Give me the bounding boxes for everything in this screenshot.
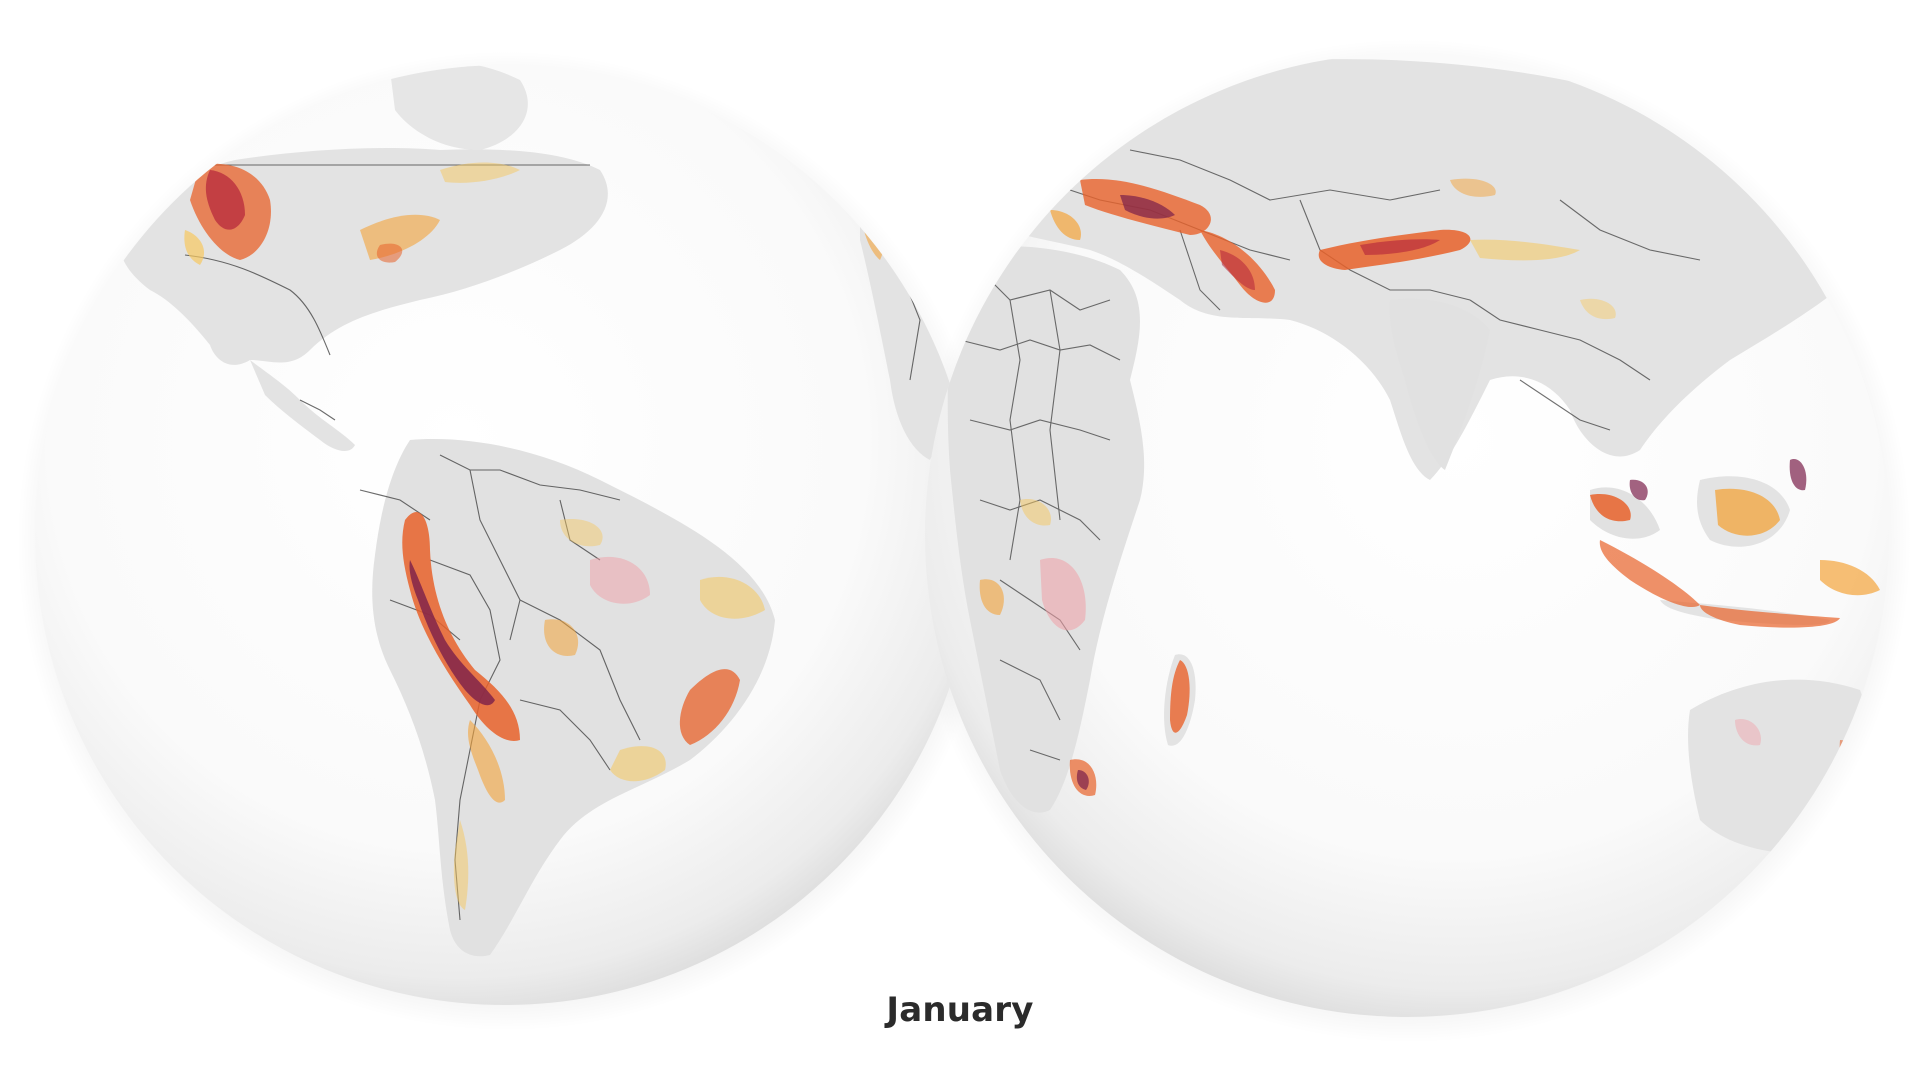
- greenland-land: [390, 65, 528, 150]
- left-globe-hotspots: [184, 162, 884, 910]
- india-land: [1389, 298, 1490, 470]
- left-globe: [35, 65, 975, 1005]
- month-caption: January: [886, 990, 1034, 1030]
- central-america-land: [250, 360, 355, 452]
- right-globe: [925, 53, 1889, 1017]
- africa-land: [947, 246, 1145, 813]
- eurasia-land: [948, 59, 1860, 480]
- right-globe-hotspots: [979, 178, 1880, 796]
- south-america-land: [372, 439, 775, 957]
